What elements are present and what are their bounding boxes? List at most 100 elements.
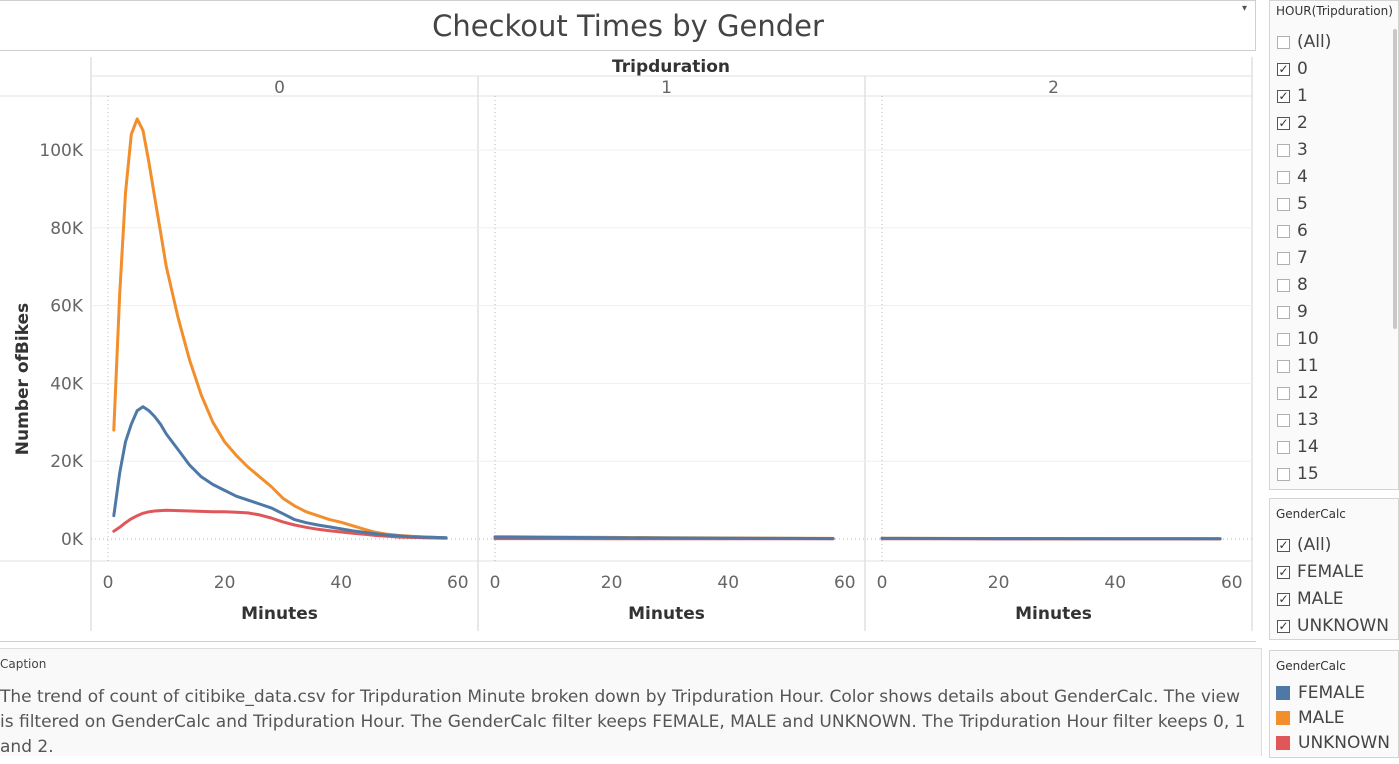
hour-filter-item[interactable]: 5 bbox=[1277, 192, 1308, 216]
filter-scrollbar[interactable] bbox=[1393, 29, 1397, 329]
checkbox[interactable]: ✓ bbox=[1277, 88, 1290, 103]
hour-filter-item-label: (All) bbox=[1297, 32, 1332, 52]
series-line-female bbox=[493, 535, 835, 541]
legend-swatch bbox=[1276, 686, 1290, 700]
x-tick-label: 20 bbox=[214, 573, 236, 593]
hour-filter-item[interactable]: 12 bbox=[1277, 381, 1319, 405]
hour-filter-item-label: 11 bbox=[1297, 356, 1319, 376]
y-tick-label: 100K bbox=[39, 141, 83, 161]
title-box: Checkout Times by Gender ▾ bbox=[0, 0, 1256, 51]
y-axis-title: Number ofBikes bbox=[13, 303, 33, 455]
checkbox[interactable] bbox=[1277, 251, 1290, 265]
checkbox[interactable] bbox=[1277, 413, 1290, 427]
hour-filter-item[interactable]: 6 bbox=[1277, 219, 1308, 243]
dropdown-arrow-icon[interactable]: ▾ bbox=[1241, 3, 1247, 14]
page-title: Checkout Times by Gender bbox=[432, 9, 824, 43]
hour-filter-item-label: 3 bbox=[1297, 140, 1308, 160]
checkbox[interactable]: ✓ bbox=[1277, 591, 1290, 606]
checkbox[interactable] bbox=[1277, 467, 1290, 481]
checkbox[interactable] bbox=[1277, 143, 1290, 157]
hour-filter-item[interactable]: 3 bbox=[1277, 138, 1308, 162]
checkbox[interactable]: ✓ bbox=[1277, 564, 1290, 579]
hour-filter-item[interactable]: 11 bbox=[1277, 354, 1319, 378]
hour-filter-title: HOUR(Tripduration) bbox=[1276, 4, 1393, 18]
hour-filter-item-label: 9 bbox=[1297, 302, 1308, 322]
hour-filter-item[interactable]: ✓ 2 bbox=[1277, 111, 1308, 135]
checkbox[interactable]: ✓ bbox=[1277, 115, 1290, 130]
x-tick-label: 60 bbox=[1221, 573, 1243, 593]
x-tick-label: 20 bbox=[988, 573, 1010, 593]
checkbox[interactable] bbox=[1277, 170, 1290, 184]
hour-filter-item[interactable]: (All) bbox=[1277, 30, 1331, 54]
hour-filter-item-label: 8 bbox=[1297, 275, 1308, 295]
checkbox[interactable]: ✓ bbox=[1277, 618, 1290, 633]
checkbox[interactable] bbox=[1277, 332, 1290, 346]
x-tick-label: 0 bbox=[490, 573, 501, 593]
checkbox[interactable] bbox=[1277, 224, 1290, 238]
caption-text: The trend of count of citibike_data.csv … bbox=[0, 687, 1246, 757]
series-line-male bbox=[112, 117, 448, 540]
checkbox[interactable] bbox=[1277, 278, 1290, 292]
column-label: 0 bbox=[274, 78, 285, 98]
legend-swatch bbox=[1276, 711, 1290, 725]
checkbox[interactable] bbox=[1277, 440, 1290, 454]
hour-filter-item-label: 14 bbox=[1297, 437, 1319, 457]
series-line-female bbox=[112, 405, 448, 540]
legend-swatch bbox=[1276, 736, 1290, 750]
hour-filter-item[interactable]: 4 bbox=[1277, 165, 1308, 189]
hour-filter-item[interactable]: 14 bbox=[1277, 435, 1319, 459]
checkbox[interactable] bbox=[1277, 305, 1290, 319]
checkbox[interactable]: ✓ bbox=[1277, 537, 1290, 552]
caption-panel: Caption The trend of count of citibike_d… bbox=[0, 648, 1262, 757]
legend-item-label: UNKNOWN bbox=[1298, 733, 1390, 753]
x-axis-title: Minutes bbox=[241, 604, 318, 624]
hour-filter-item[interactable]: 13 bbox=[1277, 408, 1319, 432]
gender-filter-item-label: UNKNOWN bbox=[1297, 616, 1389, 636]
x-tick-label: 60 bbox=[834, 573, 856, 593]
legend-item[interactable]: MALE bbox=[1276, 706, 1345, 730]
hour-filter-panel: HOUR(Tripduration) (All) ✓ 0 ✓ 1 ✓ 2 3 4 5 6 7 8 9 10 1… bbox=[1269, 0, 1399, 490]
checkbox[interactable] bbox=[1277, 35, 1290, 49]
hour-filter-item-label: 10 bbox=[1297, 329, 1319, 349]
chart-area: Tripduration 0 1 2 0K 20K 40K 60K 80K 100K Number … bbox=[0, 51, 1256, 642]
y-tick-label: 60K bbox=[50, 297, 84, 317]
hour-filter-item[interactable]: ✓ 1 bbox=[1277, 84, 1308, 108]
x-tick-label: 0 bbox=[877, 573, 888, 593]
y-tick-label: 0K bbox=[61, 530, 84, 550]
checkbox[interactable]: ✓ bbox=[1277, 61, 1290, 76]
gender-filter-item[interactable]: ✓ FEMALE bbox=[1277, 560, 1364, 584]
x-tick-label: 60 bbox=[447, 573, 469, 593]
hour-filter-item[interactable]: 8 bbox=[1277, 273, 1308, 297]
x-tick-label: 40 bbox=[330, 573, 352, 593]
legend-item[interactable]: UNKNOWN bbox=[1276, 731, 1390, 755]
y-tick-label: 40K bbox=[50, 374, 84, 394]
x-axis-title: Minutes bbox=[1015, 604, 1092, 624]
hour-filter-item[interactable]: 15 bbox=[1277, 462, 1319, 486]
hour-filter-item[interactable]: ✓ 0 bbox=[1277, 57, 1308, 81]
hour-filter-item[interactable]: 9 bbox=[1277, 300, 1308, 324]
x-axis-title: Minutes bbox=[628, 604, 705, 624]
caption-label: Caption bbox=[0, 657, 47, 671]
x-tick-label: 20 bbox=[601, 573, 623, 593]
checkbox[interactable] bbox=[1277, 197, 1290, 211]
hour-filter-item-label: 0 bbox=[1297, 59, 1308, 79]
hour-filter-item-label: 6 bbox=[1297, 221, 1308, 241]
column-label: 2 bbox=[1048, 78, 1059, 98]
gender-filter-item-label: (All) bbox=[1297, 535, 1332, 555]
checkbox[interactable] bbox=[1277, 386, 1290, 400]
legend-item[interactable]: FEMALE bbox=[1276, 681, 1365, 705]
gender-filter-item[interactable]: ✓ UNKNOWN bbox=[1277, 614, 1389, 638]
gender-filter-item[interactable]: ✓ (All) bbox=[1277, 533, 1331, 557]
y-tick-label: 20K bbox=[50, 452, 84, 472]
checkbox[interactable] bbox=[1277, 359, 1290, 373]
hour-filter-item-label: 4 bbox=[1297, 167, 1308, 187]
column-field-title: Tripduration bbox=[612, 57, 730, 77]
hour-filter-item[interactable]: 10 bbox=[1277, 327, 1319, 351]
hour-filter-item[interactable]: 7 bbox=[1277, 246, 1308, 270]
gender-filter-item[interactable]: ✓ MALE bbox=[1277, 587, 1344, 611]
hour-filter-item-label: 5 bbox=[1297, 194, 1308, 214]
gender-filter-item-label: MALE bbox=[1297, 589, 1344, 609]
legend-item-label: MALE bbox=[1298, 708, 1345, 728]
gender-filter-item-label: FEMALE bbox=[1297, 562, 1365, 582]
